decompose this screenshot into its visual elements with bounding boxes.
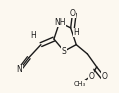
Text: O: O xyxy=(70,9,75,17)
Text: H: H xyxy=(31,31,36,40)
Text: H: H xyxy=(73,28,79,37)
Text: CH₃: CH₃ xyxy=(74,81,86,87)
Text: S: S xyxy=(62,47,67,56)
Text: O: O xyxy=(88,72,94,81)
Text: NH: NH xyxy=(54,18,65,27)
Text: N: N xyxy=(17,65,22,74)
Text: O: O xyxy=(101,72,107,81)
